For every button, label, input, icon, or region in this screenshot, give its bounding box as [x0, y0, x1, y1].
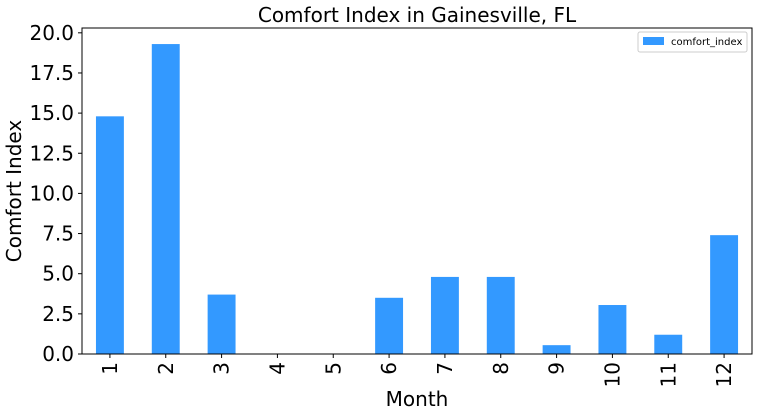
x-axis-title: Month	[386, 387, 449, 411]
bar-month-3	[207, 294, 236, 354]
y-axis: 0.0 2.5 5.0 7.5 10.0 12.5 15.0 17.5 20.0	[29, 21, 82, 366]
legend-frame	[637, 31, 748, 53]
bar-month-6	[375, 297, 404, 354]
x-tick-label: 7	[433, 362, 457, 375]
x-tick-label: 4	[265, 362, 289, 375]
bar-month-11	[654, 334, 683, 354]
x-tick-label: 9	[545, 362, 569, 375]
bar-month-12	[710, 235, 739, 354]
y-tick-label: 15.0	[29, 101, 74, 125]
bar-month-1	[95, 116, 124, 354]
x-tick-label: 11	[656, 362, 680, 387]
x-tick-label: 2	[154, 362, 178, 375]
y-tick-label: 7.5	[42, 222, 74, 246]
y-tick-label: 5.0	[42, 262, 74, 286]
bar-month-7	[430, 276, 459, 354]
bar-month-9	[542, 345, 571, 354]
legend: comfort_index	[637, 31, 748, 53]
x-tick-label: 3	[210, 362, 234, 375]
bar-month-8	[486, 276, 515, 354]
y-tick-label: 2.5	[42, 302, 74, 326]
y-tick-label: 12.5	[29, 141, 74, 165]
y-axis-title: Comfort Index	[2, 120, 26, 263]
x-axis: 1 2 3 4 5 6 7 8 9 10 11 12	[98, 354, 736, 387]
legend-swatch	[643, 37, 664, 45]
bars-group	[95, 44, 739, 355]
y-tick-label: 10.0	[29, 181, 74, 205]
chart-title: Comfort Index in Gainesville, FL	[258, 3, 577, 27]
x-tick-label: 10	[600, 362, 624, 387]
y-tick-label: 20.0	[29, 21, 74, 45]
y-tick-label: 17.5	[29, 61, 74, 85]
bar-month-2	[151, 44, 180, 355]
x-tick-label: 1	[98, 362, 122, 375]
x-tick-label: 8	[489, 362, 513, 375]
legend-label: comfort_index	[671, 37, 742, 48]
y-tick-label: 0.0	[42, 342, 74, 366]
bar-month-10	[598, 305, 627, 354]
x-tick-label: 5	[321, 362, 345, 375]
plot-frame	[81, 27, 753, 355]
x-tick-label: 12	[712, 362, 736, 387]
x-tick-label: 6	[377, 362, 401, 375]
